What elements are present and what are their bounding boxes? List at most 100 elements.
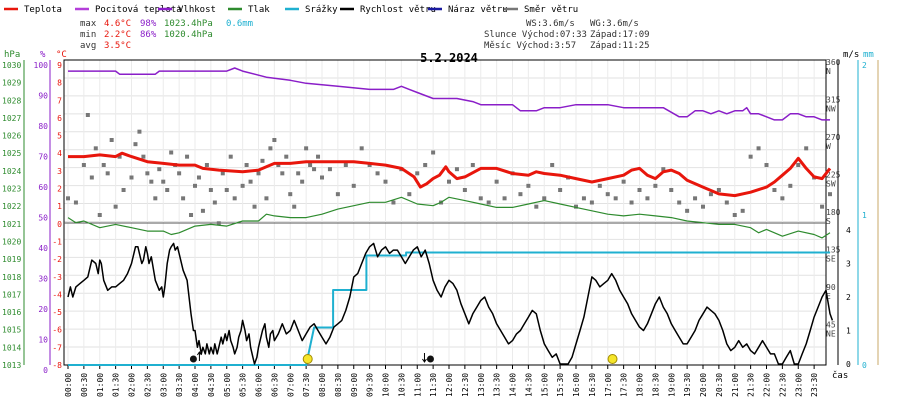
- humidity-tick: 70: [38, 153, 48, 162]
- wind-direction-point: [240, 183, 245, 188]
- temperature-tick: 6: [57, 114, 62, 123]
- wind-direction-point: [447, 179, 451, 184]
- x-tick-label: 02:00: [128, 373, 137, 397]
- temperature-tick: 9: [57, 61, 62, 70]
- humidity-tick: 40: [38, 244, 48, 253]
- wind-direction-point: [804, 146, 809, 151]
- wind-tick: 4: [846, 226, 851, 235]
- x-tick-label: 14:30: [524, 373, 533, 397]
- direction-tick-deg: 45: [826, 321, 836, 330]
- direction-tick-deg: 90: [826, 283, 836, 292]
- stats-min-press: 1020.4hPa: [164, 30, 213, 40]
- wind-direction-point: [260, 158, 265, 163]
- chart-title: 5.2.2024: [420, 51, 478, 65]
- wind-direction-point: [415, 171, 420, 176]
- wind-direction-point: [502, 196, 507, 201]
- wind-direction-point: [129, 175, 134, 180]
- x-tick-label: 04:30: [207, 373, 216, 397]
- moonrise-marker: [189, 355, 197, 363]
- x-tick-label: 05:30: [239, 373, 248, 397]
- wind-direction-point: [391, 200, 396, 205]
- wind-direction-point: [327, 167, 332, 172]
- wind-direction-point: [284, 154, 289, 159]
- pressure-tick: 1013: [2, 361, 21, 370]
- wind-axis-title: m/s: [843, 50, 859, 60]
- pressure-tick: 1019: [2, 255, 21, 264]
- x-tick-label: 01:00: [96, 373, 105, 397]
- x-tick-label: 20:30: [715, 373, 724, 397]
- wind-direction-point: [764, 163, 769, 167]
- pressure-tick: 1020: [2, 237, 21, 246]
- moonset-arrowhead: [422, 358, 427, 363]
- stats-max-hum: 98%: [140, 19, 157, 29]
- pressure-tick: 1027: [2, 114, 21, 123]
- wind-direction-point: [820, 204, 825, 209]
- x-tick-label: 07:30: [302, 373, 311, 397]
- series-layer: [66, 67, 834, 366]
- direction-tick-name: S: [826, 217, 831, 226]
- wind-direction-point: [216, 221, 221, 226]
- x-tick-label: 10:30: [397, 373, 406, 397]
- wind-direction-point: [248, 179, 253, 184]
- wind-direction-point: [149, 179, 154, 184]
- direction-tick-name: SW: [826, 180, 836, 189]
- wind-direction-point: [693, 196, 698, 201]
- pressure-tick: 1026: [2, 132, 21, 141]
- moon-rise-readout: Měsíc Východ:3:57: [484, 41, 576, 51]
- rain-tick: 2: [862, 61, 867, 70]
- wind-direction-point: [105, 171, 110, 176]
- wind-tick: 0: [846, 360, 851, 369]
- x-tick-label: 17:30: [620, 373, 629, 397]
- sunrise-marker: [302, 354, 313, 364]
- stats-max-press: 1023.4hPa: [164, 19, 213, 29]
- legend-label-7: Směr větru: [524, 5, 578, 15]
- temperature-tick: -3: [52, 273, 62, 282]
- wind-direction-point: [264, 196, 269, 201]
- wind-direction-point: [581, 196, 586, 201]
- temperature-tick: 5: [57, 132, 62, 141]
- wind-direction-point: [677, 200, 682, 205]
- pressure-line: [67, 196, 831, 239]
- x-tick-label: 21:00: [731, 373, 740, 397]
- x-tick-label: 11:00: [413, 373, 422, 397]
- wind-direction-point: [121, 188, 126, 192]
- x-tick-label: 01:30: [112, 373, 121, 397]
- direction-tick-name: N: [826, 67, 831, 76]
- temperature-tick: -2: [52, 255, 62, 264]
- humidity-axis-title: %: [40, 50, 46, 60]
- wind-direction-point: [772, 188, 777, 192]
- wind-direction-point: [81, 163, 86, 167]
- plot-grid: [64, 59, 826, 366]
- wind-direction-point: [109, 138, 114, 142]
- wind-direction-point: [85, 113, 90, 117]
- pressure-tick: 1017: [2, 290, 21, 299]
- legend-label-3: Tlak: [248, 5, 270, 15]
- temperature-tick: -1: [52, 237, 62, 246]
- wind-direction-point: [613, 196, 618, 201]
- x-tick-label: 07:00: [286, 373, 295, 397]
- rain-tick: 0: [862, 361, 867, 370]
- wind-direction-point: [597, 183, 602, 188]
- temperature-tick: 7: [57, 96, 62, 105]
- x-tick-label: 09:00: [350, 373, 359, 397]
- wind-direction-point: [141, 154, 146, 159]
- wind-direction-point: [351, 183, 356, 188]
- wind-direction-point: [288, 192, 293, 197]
- temperature-tick: -7: [52, 343, 62, 352]
- wind-direction-point: [189, 213, 194, 217]
- temperature-tick: 8: [57, 79, 62, 88]
- pressure-tick: 1028: [2, 96, 21, 105]
- wind-direction-point: [73, 200, 78, 205]
- wind-direction-point: [185, 154, 190, 159]
- wind-direction-point: [708, 192, 713, 197]
- wind-gust-readout: WG:3.6m/s: [590, 19, 639, 29]
- wind-direction-point: [359, 146, 364, 151]
- x-tick-label: 19:00: [667, 373, 676, 397]
- direction-tick-name: NE: [826, 330, 836, 339]
- wind-speed-readout: WS:3.6m/s: [526, 19, 575, 29]
- wind-direction-point: [462, 188, 467, 192]
- wind-direction-point: [117, 154, 122, 159]
- pressure-axis-title: hPa: [4, 50, 20, 60]
- wind-direction-point: [796, 163, 801, 167]
- humidity-tick: 100: [34, 61, 49, 70]
